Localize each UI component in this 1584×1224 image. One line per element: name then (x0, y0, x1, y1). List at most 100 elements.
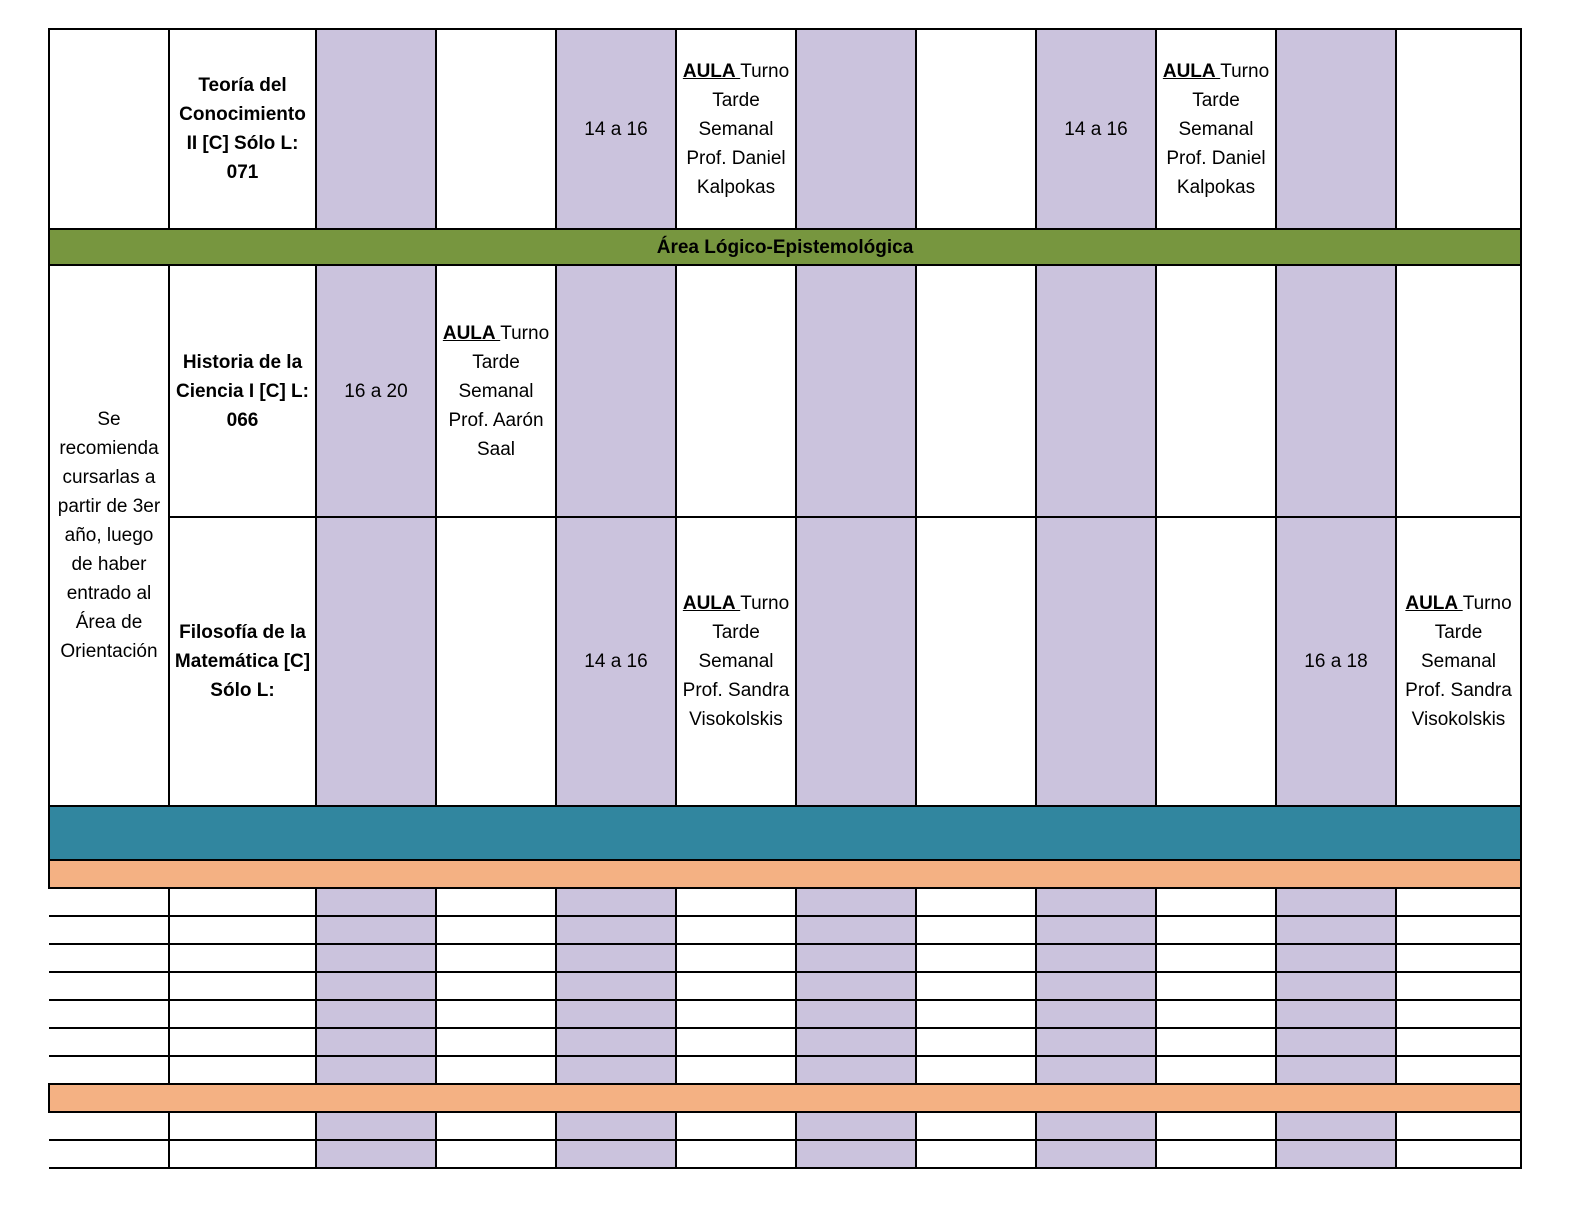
empty-cell (49, 887, 170, 917)
class-info-cell: AULA Turno Tarde Semanal Prof. Daniel Ka… (1155, 28, 1277, 230)
table-row: Filosofía de la Matemática [C] Sólo L: 1… (49, 516, 1522, 807)
schedule-cell (1155, 516, 1277, 807)
empty-cell (168, 1055, 317, 1085)
empty-cell (168, 887, 317, 917)
empty-row (49, 971, 1522, 1001)
peach-band (48, 859, 1522, 889)
empty-cell (555, 943, 677, 973)
aula-label: AULA (442, 322, 501, 344)
empty-cell (1275, 915, 1397, 945)
empty-cell (1395, 887, 1522, 917)
teal-band (48, 805, 1522, 861)
empty-cell (915, 915, 1037, 945)
empty-cell (915, 971, 1037, 1001)
empty-cell (168, 999, 317, 1029)
time-cell: 16 a 18 (1275, 516, 1397, 807)
empty-cell (555, 915, 677, 945)
class-details: Turno Tarde Semanal Prof. Aarón Saal (448, 322, 550, 460)
empty-cell (49, 915, 170, 945)
empty-cell (1155, 887, 1277, 917)
empty-cell (795, 1055, 917, 1085)
empty-cell (315, 1139, 437, 1169)
empty-cell (675, 943, 797, 973)
empty-cell (555, 971, 677, 1001)
empty-cell (915, 1111, 1037, 1141)
empty-cell (1155, 943, 1277, 973)
empty-cell (795, 1111, 917, 1141)
table-row: Teoría del Conocimiento II [C] Sólo L: 0… (48, 28, 1522, 230)
empty-cell (435, 1139, 557, 1169)
empty-cell (555, 1055, 677, 1085)
empty-cell (435, 915, 557, 945)
empty-cell (1035, 887, 1157, 917)
subject-name-cell: Filosofía de la Matemática [C] Sólo L: (168, 516, 317, 807)
empty-cell (435, 887, 557, 917)
empty-cell (1035, 915, 1157, 945)
empty-cell (915, 887, 1037, 917)
area-header-row: Área Lógico-Epistemológica (48, 228, 1522, 266)
empty-cell (168, 1111, 317, 1141)
empty-cell (315, 887, 437, 917)
empty-cell (1155, 971, 1277, 1001)
schedule-cell (1155, 264, 1277, 518)
empty-cell (1155, 999, 1277, 1029)
schedule-cell (795, 516, 917, 807)
empty-cell (435, 1055, 557, 1085)
aula-label: AULA (682, 593, 741, 614)
schedule-cell (315, 28, 437, 230)
empty-cell (675, 1139, 797, 1169)
empty-cell (915, 1055, 1037, 1085)
empty-cell (315, 1027, 437, 1057)
empty-cell (168, 1139, 317, 1169)
schedule-cell (915, 516, 1037, 807)
aula-label: AULA (1162, 60, 1221, 82)
schedule-cell (915, 264, 1037, 518)
class-details: Turno Tarde Semanal Prof. Daniel Kalpoka… (686, 60, 790, 198)
empty-cell (49, 1139, 170, 1169)
empty-cell (795, 915, 917, 945)
class-info-cell: AULA Turno Tarde Semanal Prof. Aarón Saa… (435, 264, 557, 518)
empty-cell (435, 999, 557, 1029)
schedule-cell (1275, 264, 1397, 518)
empty-cell (1155, 1139, 1277, 1169)
empty-cell (435, 943, 557, 973)
time-cell: 16 a 20 (315, 264, 437, 518)
empty-row (49, 915, 1522, 945)
empty-cell (1155, 1027, 1277, 1057)
aula-label: AULA (682, 60, 741, 82)
class-info-cell: AULA Turno Tarde Semanal Prof. Daniel Ka… (675, 28, 797, 230)
empty-cell (675, 887, 797, 917)
empty-cell (315, 915, 437, 945)
empty-cell (795, 999, 917, 1029)
schedule-cell (1395, 28, 1522, 230)
empty-cell (1275, 943, 1397, 973)
schedule-cell (795, 28, 917, 230)
empty-cell (675, 1055, 797, 1085)
empty-cell (1395, 943, 1522, 973)
empty-cell (555, 1027, 677, 1057)
class-details: Turno Tarde Semanal Prof. Sandra Visokol… (682, 593, 790, 730)
schedule-cell (315, 516, 437, 807)
empty-cell (1395, 1111, 1522, 1141)
empty-cell (315, 999, 437, 1029)
empty-rows-block (49, 1111, 1522, 1169)
schedule-cell (675, 264, 797, 518)
empty-cell (915, 943, 1037, 973)
time-cell: 14 a 16 (555, 516, 677, 807)
empty-cell (555, 1111, 677, 1141)
aula-label: AULA (1405, 593, 1463, 614)
empty-cell (1035, 1111, 1157, 1141)
empty-cell (555, 999, 677, 1029)
schedule-cell (1035, 516, 1157, 807)
empty-rows-block (49, 887, 1522, 1085)
empty-cell (675, 1027, 797, 1057)
empty-row (49, 999, 1522, 1029)
empty-cell (1395, 971, 1522, 1001)
empty-cell (795, 943, 917, 973)
empty-cell (795, 971, 917, 1001)
empty-cell (168, 915, 317, 945)
empty-cell (675, 971, 797, 1001)
empty-cell (49, 943, 170, 973)
empty-cell (1275, 999, 1397, 1029)
empty-cell (1395, 999, 1522, 1029)
